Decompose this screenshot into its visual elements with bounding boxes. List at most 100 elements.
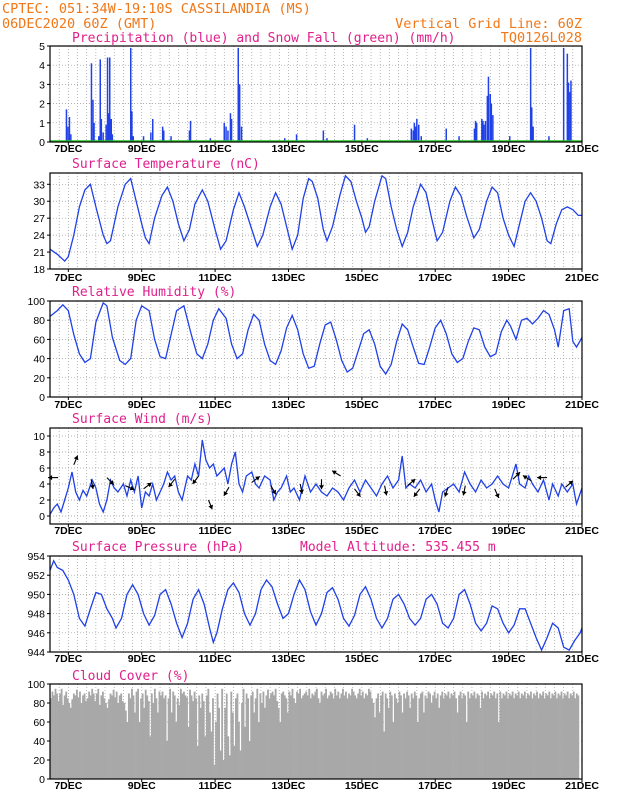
cloud-bar — [441, 691, 444, 779]
cloud-bar — [325, 688, 327, 780]
x-tick-label: 19DEC — [492, 143, 526, 155]
precip-frame — [49, 45, 583, 143]
cloud-bar — [236, 693, 239, 779]
wind-arrow — [443, 487, 449, 497]
y-tick-label: 6 — [39, 463, 45, 475]
x-tick-label: 9DEC — [128, 525, 156, 537]
cloud-bar — [556, 698, 558, 780]
wind-arrow-head — [89, 484, 95, 489]
cloud-bar — [562, 698, 564, 780]
cloud-bar — [152, 703, 155, 779]
cloud-bar — [150, 693, 153, 779]
precip-bar — [548, 136, 550, 142]
temp-series-line — [49, 174, 582, 263]
cloud-bar — [300, 698, 303, 780]
cloud-bar — [436, 693, 439, 779]
cloud-bar — [476, 693, 479, 779]
cloud-bar — [566, 691, 569, 779]
cloud-bar — [291, 688, 294, 780]
y-tick-label: 2 — [39, 495, 45, 507]
wind-arrow-head — [146, 482, 152, 488]
cloud-bar — [85, 701, 87, 779]
cloud-bar — [271, 691, 274, 779]
cloud-bar — [279, 722, 282, 779]
cloud-bar — [375, 698, 378, 780]
x-tick-label: 15DEC — [345, 780, 379, 792]
precip-bar — [238, 84, 241, 142]
cloud-bar — [238, 722, 240, 779]
cloud-bar — [352, 691, 355, 779]
wind-arrow — [106, 477, 115, 486]
cloud-bar — [273, 695, 276, 779]
cloud-bar — [260, 703, 263, 779]
cloud-bar — [442, 698, 445, 780]
wind-series-line — [49, 439, 583, 515]
cloud-bar — [75, 689, 78, 779]
precip-bar — [230, 119, 233, 142]
cloud-bar — [381, 691, 384, 779]
rh-frame — [49, 300, 583, 398]
cloud-bar — [149, 736, 152, 780]
wind-arrow — [143, 482, 152, 490]
cloud-bar — [366, 695, 369, 779]
cloud-bar — [314, 691, 317, 779]
cloud-bar — [305, 691, 308, 779]
wind-arrow-head — [413, 492, 419, 497]
precip-bar — [415, 126, 417, 142]
cloud-bar — [322, 695, 324, 779]
cloud-bar — [98, 704, 101, 779]
y-tick-label: 60 — [33, 717, 45, 729]
cloud-bar — [410, 693, 413, 779]
wind-arrow-head — [461, 491, 467, 496]
cloud-bar — [308, 688, 311, 780]
temp-frame — [49, 172, 583, 270]
cloud-bar — [233, 745, 236, 780]
precip-bar — [509, 136, 511, 142]
cloud-bar — [176, 698, 179, 780]
precip-bar — [110, 119, 112, 142]
cloud-bar — [181, 693, 184, 779]
cloud-bar — [513, 698, 516, 780]
cloud-bar — [419, 693, 422, 779]
y-tick-label: 40 — [33, 354, 45, 366]
cloud-bar — [126, 722, 129, 779]
y-tick-label: 952 — [27, 570, 45, 582]
cloud-bar — [245, 693, 248, 779]
cloud-bar — [559, 695, 561, 779]
cloud-bar — [453, 691, 456, 779]
cloud-bar — [94, 701, 97, 779]
y-tick-label: 0 — [39, 774, 45, 786]
cloud-bar — [398, 691, 401, 779]
cloud-bar — [378, 712, 381, 779]
cloud-bar — [554, 691, 557, 779]
cloud-bar — [297, 693, 300, 779]
cloud-bar — [267, 689, 269, 779]
cloud-bar — [433, 691, 436, 779]
cloud-bar — [510, 695, 512, 779]
precip-bar — [295, 134, 298, 142]
wind-arrow — [48, 475, 59, 481]
cloud-bar — [427, 691, 430, 779]
y-tick-label: 100 — [27, 296, 45, 308]
x-tick-label: 9DEC — [128, 780, 156, 792]
cloud-bar — [230, 691, 233, 779]
cloud-bar — [404, 698, 407, 780]
cloud-bar — [387, 707, 390, 780]
y-tick-label: 3 — [39, 79, 45, 91]
cloud-bar — [167, 698, 170, 780]
precip-bar — [67, 126, 69, 142]
x-tick-label: 9DEC — [128, 272, 156, 284]
precip-bar — [90, 63, 93, 142]
cloud-bar — [299, 688, 302, 780]
y-tick-label: 954 — [27, 551, 45, 563]
cloud-bar — [528, 695, 531, 779]
cloud-bar — [348, 693, 350, 779]
cloud-bar — [121, 701, 124, 779]
y-tick-label: 10 — [33, 431, 45, 443]
precip-bar — [161, 126, 164, 142]
cloud-bar — [74, 695, 77, 779]
cloud-bar — [577, 695, 580, 779]
cloud-bar — [530, 691, 532, 779]
y-tick-label: 40 — [33, 736, 45, 748]
precip-bar — [445, 128, 447, 142]
